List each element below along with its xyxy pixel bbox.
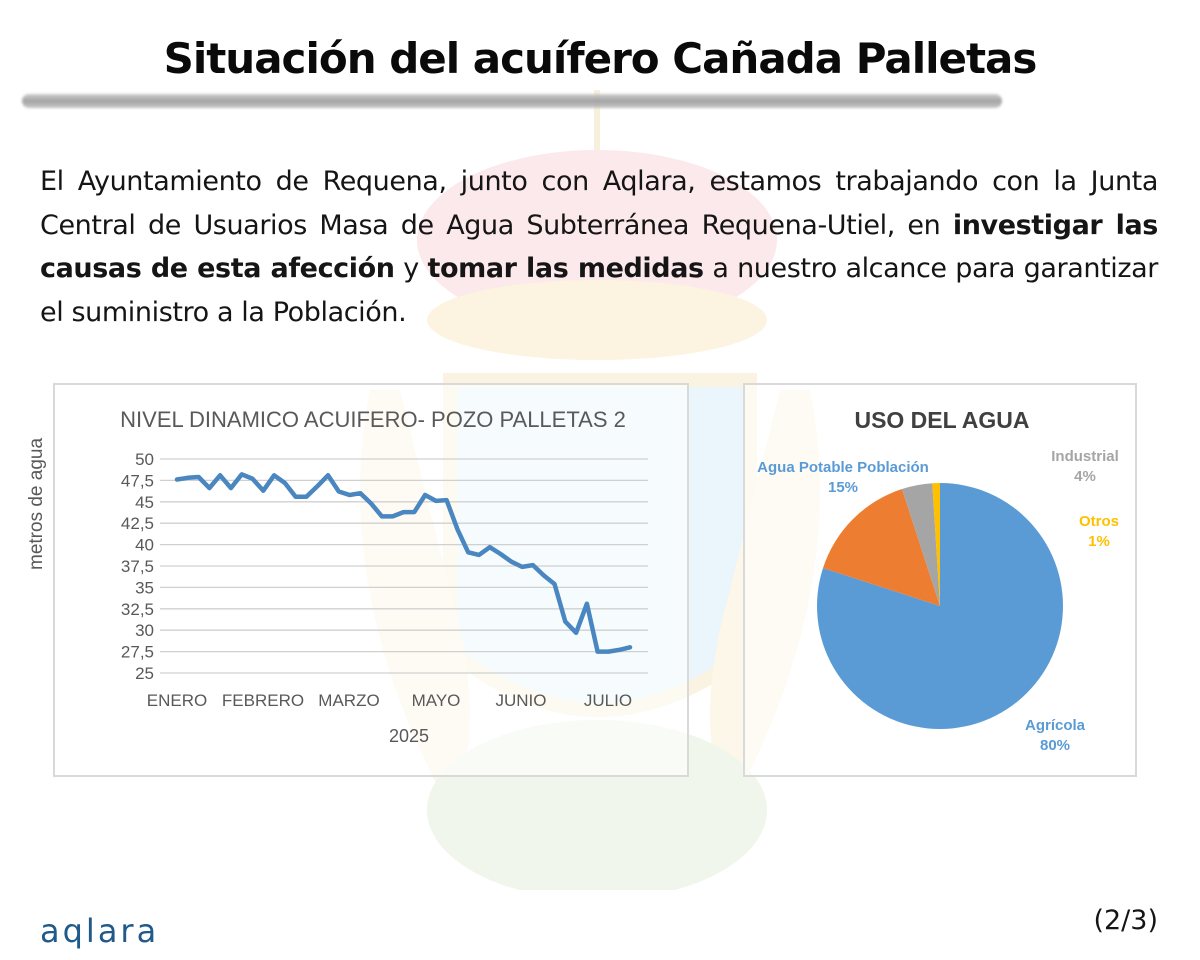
pie-label-otros: Otros 1% — [1064, 512, 1134, 552]
x-tick-label: ENERO — [147, 691, 207, 710]
intro-text-3: a nuestro alcance para garantizar el sum… — [40, 253, 1158, 328]
y-tick-label: 27,5 — [121, 643, 154, 662]
x-tick-label: MARZO — [318, 691, 379, 710]
slice-industrial — [901, 483, 940, 606]
x-axis-label: 2025 — [389, 726, 429, 746]
y-tick-label: 30 — [135, 621, 154, 640]
intro-text-1: El Ayuntamiento de Requena, junto con Aq… — [40, 166, 1158, 241]
x-tick-label: MAYO — [412, 691, 461, 710]
y-tick-label: 37,5 — [121, 557, 154, 576]
pie-label-potable-value: 15% — [827, 479, 859, 496]
page-indicator: (2/3) — [1093, 905, 1158, 936]
pie-label-potable-name: Agua Potable Población — [757, 459, 929, 476]
aqlara-logo: aqlara — [40, 912, 160, 950]
y-tick-label: 42,5 — [121, 514, 154, 533]
y-tick-label: 50 — [135, 450, 154, 469]
pie-label-otros-value: 1% — [1088, 533, 1110, 550]
water-level-line — [174, 472, 633, 654]
y-tick-label: 47,5 — [121, 471, 154, 490]
line-chart-panel: NIVEL DINAMICO ACUIFERO- POZO PALLETAS 2 — [53, 383, 689, 777]
y-tick-label: 35 — [135, 578, 154, 597]
pie-label-agricola-name: Agrícola — [1024, 717, 1085, 734]
title-underline-brush — [22, 94, 1002, 108]
intro-bold-1: investigar las causas de esta afección — [40, 209, 1158, 285]
y-tick-label: 45 — [135, 493, 154, 512]
page-title: Situación del acuífero Cañada Palletas — [163, 34, 1038, 83]
pie-label-agricola-value: 80% — [1039, 737, 1071, 754]
pie-label-industrial-name: Industrial — [1051, 448, 1119, 465]
x-tick-label: FEBRERO — [222, 691, 304, 710]
pie-label-agricola: Agrícola 80% — [1010, 716, 1100, 756]
intro-text-2: y — [394, 253, 428, 284]
pie-label-otros-name: Otros — [1078, 513, 1119, 530]
y-tick-label: 40 — [135, 536, 154, 555]
y-tick-label: 32,5 — [121, 600, 154, 619]
pie-chart-title: USO DEL AGUA — [854, 407, 1030, 433]
y-tick-label: 25 — [135, 664, 154, 683]
intro-paragraph: El Ayuntamiento de Requena, junto con Aq… — [40, 160, 1158, 334]
pie-label-industrial: Industrial 4% — [1040, 447, 1130, 487]
slice-potable — [823, 489, 940, 606]
pie-label-potable: Agua Potable Población 15% — [748, 458, 938, 498]
x-tick-label: JUNIO — [496, 691, 547, 710]
intro-bold-2: tomar las medidas — [427, 253, 704, 284]
x-tick-label: JULIO — [584, 691, 632, 710]
line-chart-title: NIVEL DINAMICO ACUIFERO- POZO PALLETAS 2 — [120, 407, 626, 432]
pie-label-industrial-value: 4% — [1074, 468, 1096, 485]
slice-otros — [932, 483, 940, 606]
